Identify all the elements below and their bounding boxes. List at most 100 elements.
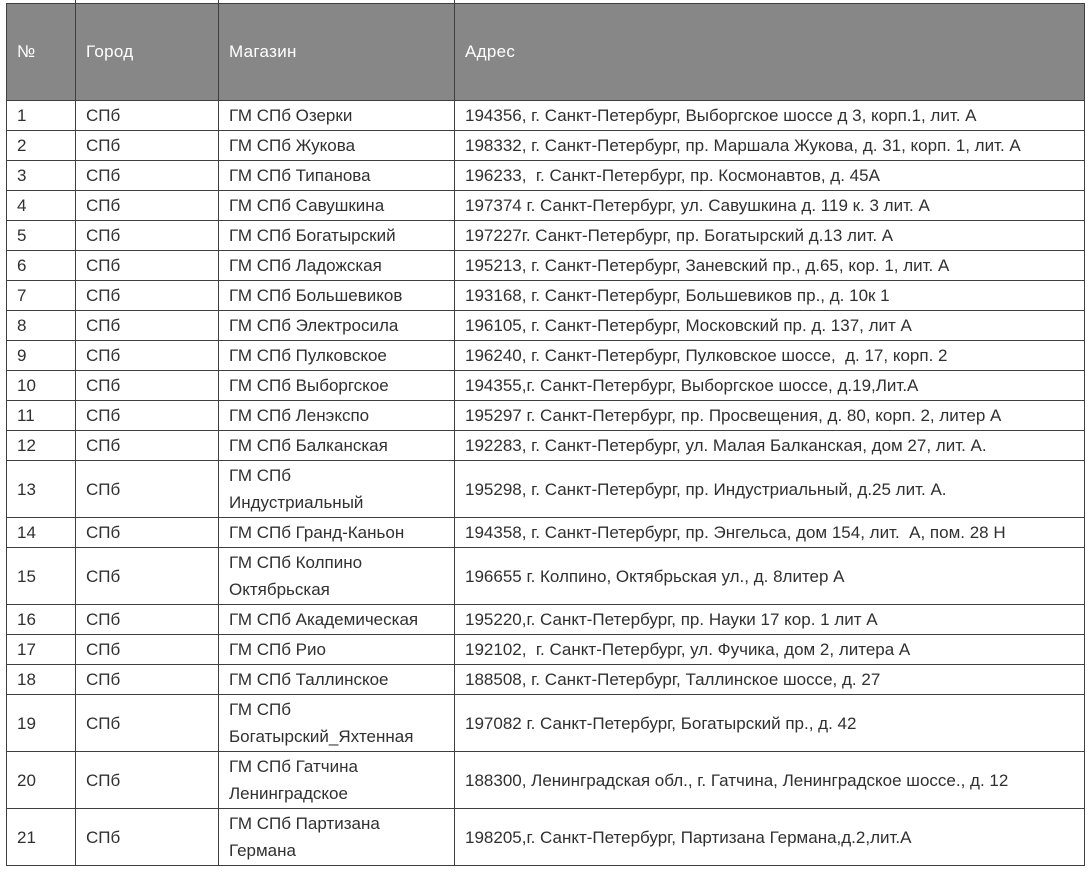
cell-store: ГМ СПб Савушкина (218, 190, 455, 221)
cell-store: ГМ СПб Типанова (218, 160, 455, 191)
cell-address: 197374 г. Санкт-Петербург, ул. Савушкина… (454, 190, 1085, 221)
clipped-cell (6, 0, 76, 4)
cell-address: 197227г. Санкт-Петербург, пр. Богатырски… (454, 220, 1085, 251)
column-header-store: Магазин (218, 3, 455, 101)
cell-address: 198205,г. Санкт-Петербург, Партизана Гер… (454, 808, 1085, 866)
table-row: 10 СПб ГМ СПб Выборгское 194355,г. Санкт-Пе… (6, 370, 1085, 401)
cell-store: ГМ СПб Ленэкспо (218, 400, 455, 431)
table-row: 7 СПб ГМ СПб Большевиков 193168, г. Санкт-П… (6, 280, 1085, 311)
cell-address: 196233, г. Санкт-Петербург, пр. Космонав… (454, 160, 1085, 191)
cell-address: 188508, г. Санкт-Петербург, Таллинское ш… (454, 664, 1085, 695)
cell-address: 188300, Ленинградская обл., г. Гатчина, … (454, 751, 1085, 809)
table-row: 8 СПб ГМ СПб Электросила 196105, г. Санкт-П… (6, 310, 1085, 341)
cell-city: СПб (75, 310, 219, 341)
cell-address: 196655 г. Колпино, Октябрьская ул., д. 8… (454, 547, 1085, 605)
cell-city: СПб (75, 250, 219, 281)
clipped-top-row (6, 0, 1085, 4)
table-row: 11 СПб ГМ СПб Ленэкспо 195297 г. Санкт-Пете… (6, 400, 1085, 431)
cell-city: СПб (75, 280, 219, 311)
cell-city: СПб (75, 694, 219, 752)
cell-store: ГМ СПб Большевиков (218, 280, 455, 311)
table-row: 12 СПб ГМ СПб Балканская 192283, г. Санкт-П… (6, 430, 1085, 461)
cell-address: 193168, г. Санкт-Петербург, Большевиков … (454, 280, 1085, 311)
table-row: 16 СПб ГМ СПб Академическая 195220,г. Санкт… (6, 604, 1085, 635)
cell-address: 194358, г. Санкт-Петербург, пр. Энгельса… (454, 517, 1085, 548)
cell-num: 6 (6, 250, 76, 281)
cell-address: 192102, г. Санкт-Петербург, ул. Фучика, … (454, 634, 1085, 665)
cell-city: СПб (75, 517, 219, 548)
cell-address: 194356, г. Санкт-Петербург, Выборгское ш… (454, 100, 1085, 131)
cell-num: 11 (6, 400, 76, 431)
cell-address: 196240, г. Санкт-Петербург, Пулковское ш… (454, 340, 1085, 371)
cell-num: 13 (6, 460, 76, 518)
cell-num: 10 (6, 370, 76, 401)
cell-city: СПб (75, 634, 219, 665)
stores-table: № Город Магазин Адрес 1 СПб ГМ СПб Озерки 1… (6, 0, 1085, 866)
cell-store: ГМ СПб Таллинское (218, 664, 455, 695)
cell-num: 5 (6, 220, 76, 251)
table-header-row: № Город Магазин Адрес (6, 3, 1085, 101)
cell-city: СПб (75, 220, 219, 251)
cell-store: ГМ СПб Жукова (218, 130, 455, 161)
cell-city: СПб (75, 430, 219, 461)
cell-city: СПб (75, 190, 219, 221)
cell-city: СПб (75, 370, 219, 401)
cell-address: 195213, г. Санкт-Петербург, Заневский пр… (454, 250, 1085, 281)
cell-store: ГМ СПб Индустриальный (218, 460, 455, 518)
cell-city: СПб (75, 130, 219, 161)
table-row: 2 СПб ГМ СПб Жукова 198332, г. Санкт-Петерб… (6, 130, 1085, 161)
column-header-num: № (6, 3, 76, 101)
cell-city: СПб (75, 460, 219, 518)
cell-store: ГМ СПб Пулковское (218, 340, 455, 371)
cell-num: 20 (6, 751, 76, 809)
table-row: 1 СПб ГМ СПб Озерки 194356, г. Санкт-Петерб… (6, 100, 1085, 131)
cell-store: ГМ СПб Колпино Октябрьская (218, 547, 455, 605)
cell-city: СПб (75, 751, 219, 809)
cell-address: 195297 г. Санкт-Петербург, пр. Просвещен… (454, 400, 1085, 431)
cell-num: 16 (6, 604, 76, 635)
cell-num: 17 (6, 634, 76, 665)
clipped-cell (75, 0, 219, 4)
cell-num: 8 (6, 310, 76, 341)
cell-store: ГМ СПб Озерки (218, 100, 455, 131)
cell-store: ГМ СПб Богатырский (218, 220, 455, 251)
cell-store: ГМ СПб Рио (218, 634, 455, 665)
cell-city: СПб (75, 664, 219, 695)
cell-city: СПб (75, 808, 219, 866)
cell-num: 2 (6, 130, 76, 161)
column-header-city: Город (75, 3, 219, 101)
cell-address: 198332, г. Санкт-Петербург, пр. Маршала … (454, 130, 1085, 161)
cell-num: 18 (6, 664, 76, 695)
table-body: 1 СПб ГМ СПб Озерки 194356, г. Санкт-Петерб… (6, 100, 1085, 866)
cell-num: 7 (6, 280, 76, 311)
cell-num: 14 (6, 517, 76, 548)
cell-city: СПб (75, 604, 219, 635)
table-row: 18 СПб ГМ СПб Таллинское 188508, г. Санкт-П… (6, 664, 1085, 695)
cell-num: 12 (6, 430, 76, 461)
column-header-address: Адрес (454, 3, 1085, 101)
cell-address: 195298, г. Санкт-Петербург, пр. Индустри… (454, 460, 1085, 518)
table-row: 21 СПб ГМ СПб Партизана Германа 198205,г. С… (6, 808, 1085, 866)
cell-num: 15 (6, 547, 76, 605)
cell-num: 3 (6, 160, 76, 191)
cell-address: 197082 г. Санкт-Петербург, Богатырский п… (454, 694, 1085, 752)
cell-store: ГМ СПб Электросила (218, 310, 455, 341)
cell-store: ГМ СПб Партизана Германа (218, 808, 455, 866)
cell-num: 4 (6, 190, 76, 221)
cell-store: ГМ СПб Ладожская (218, 250, 455, 281)
table-row: 3 СПб ГМ СПб Типанова 196233, г. Санкт-Пете… (6, 160, 1085, 191)
cell-store: ГМ СПб Гатчина Ленинградское (218, 751, 455, 809)
table-row: 20 СПб ГМ СПб Гатчина Ленинградское 188300,… (6, 751, 1085, 809)
table-row: 14 СПб ГМ СПб Гранд-Каньон 194358, г. Санкт… (6, 517, 1085, 548)
cell-store: ГМ СПб Академическая (218, 604, 455, 635)
table-row: 15 СПб ГМ СПб Колпино Октябрьская 196655 г.… (6, 547, 1085, 605)
cell-city: СПб (75, 160, 219, 191)
table-row: 19 СПб ГМ СПб Богатырский_Яхтенная 197082 г… (6, 694, 1085, 752)
table-row: 17 СПб ГМ СПб Рио 192102, г. Санкт-Петербур… (6, 634, 1085, 665)
cell-store: ГМ СПб Выборгское (218, 370, 455, 401)
cell-city: СПб (75, 400, 219, 431)
cell-store: ГМ СПб Балканская (218, 430, 455, 461)
cell-address: 192283, г. Санкт-Петербург, ул. Малая Ба… (454, 430, 1085, 461)
clipped-cell (218, 0, 455, 4)
cell-num: 9 (6, 340, 76, 371)
